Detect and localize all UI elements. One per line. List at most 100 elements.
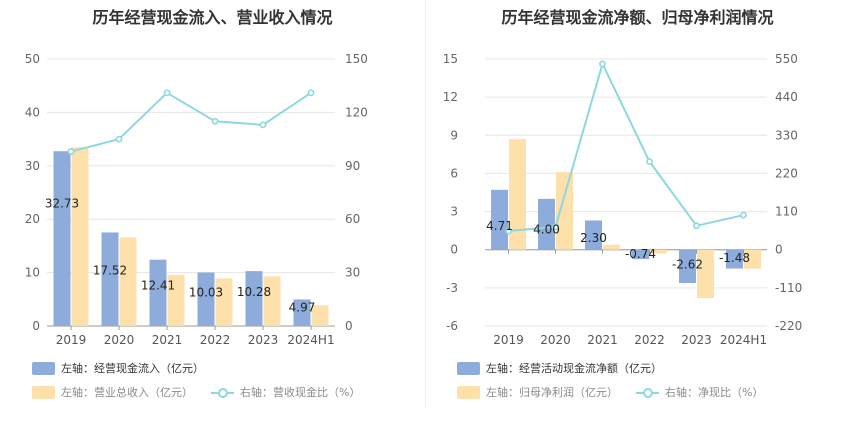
bar-data-label: -2.62 <box>672 258 703 272</box>
bar-data-label: 10.28 <box>237 285 271 299</box>
right-axis-tick-label: 550 <box>775 52 798 66</box>
legend-item-cash-inflow[interactable]: 左轴：经营现金流入（亿元） <box>32 360 204 376</box>
bar-primary <box>53 151 71 326</box>
ratio-point <box>740 211 747 219</box>
legend-swatch <box>32 385 55 399</box>
x-axis-tick-label: 2022 <box>200 333 231 347</box>
ratio-point <box>307 89 315 97</box>
right-axis-tick-label: -110 <box>775 281 802 295</box>
right-axis-tick-label: 110 <box>775 205 798 219</box>
legend-item-revenue-cash-ratio[interactable]: 右轴：营收现金比（%） <box>211 384 360 400</box>
bar-secondary <box>215 278 233 326</box>
x-axis-tick-label: 2020 <box>540 333 571 347</box>
left-axis-tick-label: 50 <box>25 52 40 66</box>
legend-label: 左轴：经营现金流入（亿元） <box>61 362 204 375</box>
left-axis-tick-label: 15 <box>443 52 458 66</box>
bar-secondary <box>650 249 667 254</box>
left-axis-tick-label: 0 <box>32 319 40 333</box>
left-axis-tick-label: 3 <box>450 205 458 219</box>
legend-row-1: 左轴：经营现金流入（亿元） <box>32 360 222 376</box>
right-axis-tick-label: 30 <box>345 266 360 280</box>
x-axis-tick-label: 2021 <box>587 333 618 347</box>
right-axis-tick-label: 60 <box>345 212 360 226</box>
legend-label: 左轴：经营活动现金流净额（亿元） <box>486 362 662 375</box>
x-axis-tick-label: 2020 <box>104 333 135 347</box>
bar-secondary <box>263 276 281 326</box>
ratio-point <box>163 89 171 97</box>
chart-title: 历年经营现金流净额、归母净利润情况 <box>501 8 774 27</box>
x-axis-tick-label: 2024H1 <box>287 333 334 347</box>
ratio-line <box>70 91 312 153</box>
x-axis-tick-label: 2024H1 <box>720 333 767 347</box>
x-axis-tick-label: 2023 <box>248 333 279 347</box>
bar-data-label: -0.74 <box>625 247 656 261</box>
left-axis-tick-label: 10 <box>25 266 40 280</box>
bar-data-label: 4.00 <box>533 222 560 236</box>
bar-primary <box>632 249 649 260</box>
legend-swatch <box>32 361 55 375</box>
left-axis-tick-label: -6 <box>446 319 458 333</box>
right-axis-tick-label: 220 <box>775 166 798 180</box>
cash-inflow-revenue-chart: 0 10 20 30 40 50 0 30 60 90 120 150 2019 2020 2021 2022… <box>25 52 368 347</box>
ratio-point <box>259 121 267 129</box>
bar-data-label: 10.03 <box>189 286 223 300</box>
bar-data-label: -1.48 <box>719 251 750 265</box>
left-axis-tick-label: 12 <box>443 90 458 104</box>
bar-data-label: 32.73 <box>45 197 79 211</box>
legend-label: 右轴：营收现金比（%） <box>240 386 361 399</box>
ratio-point <box>646 158 653 166</box>
bar-secondary <box>509 139 526 250</box>
bar-secondary <box>556 172 573 250</box>
legend-swatch <box>457 361 480 375</box>
bar-primary <box>101 232 119 326</box>
cash-inflow-revenue-panel: 历年经营现金流入、营业收入情况 0 10 20 30 40 50 0 30 60 90 120 150… <box>25 8 378 400</box>
legend-row-2: 左轴：营业总收入（亿元） 右轴：营收现金比（%） <box>32 384 378 400</box>
bar-primary <box>491 189 508 250</box>
bar-secondary <box>603 244 620 250</box>
right-axis-tick-label: 440 <box>775 90 798 104</box>
legend-line-marker-icon <box>636 386 659 399</box>
left-axis-tick-label: 9 <box>450 128 458 142</box>
x-axis-tick-label: 2021 <box>152 333 183 347</box>
bar-data-label: 17.52 <box>93 264 127 278</box>
bar-primary <box>149 259 167 326</box>
legend-label: 左轴：营业总收入（亿元） <box>61 386 193 399</box>
ratio-line <box>508 61 744 232</box>
bar-primary <box>679 249 696 284</box>
ratio-point <box>552 223 559 231</box>
legend-item-net-operating-cash[interactable]: 左轴：经营活动现金流净额（亿元） <box>457 360 662 376</box>
right-axis-tick-label: 120 <box>345 105 368 119</box>
bar-secondary <box>311 305 329 326</box>
panel-divider <box>425 0 426 408</box>
bar-data-label: 4.71 <box>486 219 513 233</box>
bar-secondary <box>744 249 761 269</box>
legend-label: 右轴：净现比（%） <box>665 386 764 399</box>
x-axis-tick-label: 2022 <box>634 333 665 347</box>
left-axis-tick-label: 0 <box>450 243 458 257</box>
bar-primary <box>585 220 602 250</box>
net-cash-profit-panel: 历年经营现金流净额、归母净利润情况 -6 -3 0 3 6 9 12 15 -220 -110 0 1… <box>425 0 850 437</box>
bar-data-label: 2.30 <box>580 231 607 245</box>
bar-primary <box>293 299 311 326</box>
legend-label: 左轴：归母净利润（亿元） <box>486 386 618 399</box>
bar-primary <box>538 198 555 250</box>
legend-item-net-profit[interactable]: 左轴：归母净利润（亿元） <box>457 384 618 400</box>
bar-secondary <box>167 274 185 326</box>
legend-swatch <box>457 385 480 399</box>
right-axis-tick-label: 0 <box>775 243 783 257</box>
left-axis-tick-label: -3 <box>446 281 458 295</box>
legend-row-1: 左轴：经营活动现金流净额（亿元） <box>457 360 680 376</box>
left-axis-tick-label: 30 <box>25 159 40 173</box>
right-axis-tick-label: 90 <box>345 159 360 173</box>
left-axis-tick-label: 20 <box>25 212 40 226</box>
ratio-point <box>505 227 512 235</box>
bar-primary <box>245 271 263 326</box>
legend-line-marker-icon <box>211 386 234 399</box>
bar-secondary <box>119 237 137 326</box>
legend-item-net-cash-ratio[interactable]: 右轴：净现比（%） <box>636 384 763 400</box>
right-axis-tick-label: 150 <box>345 52 368 66</box>
bar-secondary <box>697 249 714 299</box>
legend-item-revenue[interactable]: 左轴：营业总收入（亿元） <box>32 384 193 400</box>
right-axis-tick-label: -220 <box>775 319 802 333</box>
x-axis-tick-label: 2019 <box>56 333 87 347</box>
